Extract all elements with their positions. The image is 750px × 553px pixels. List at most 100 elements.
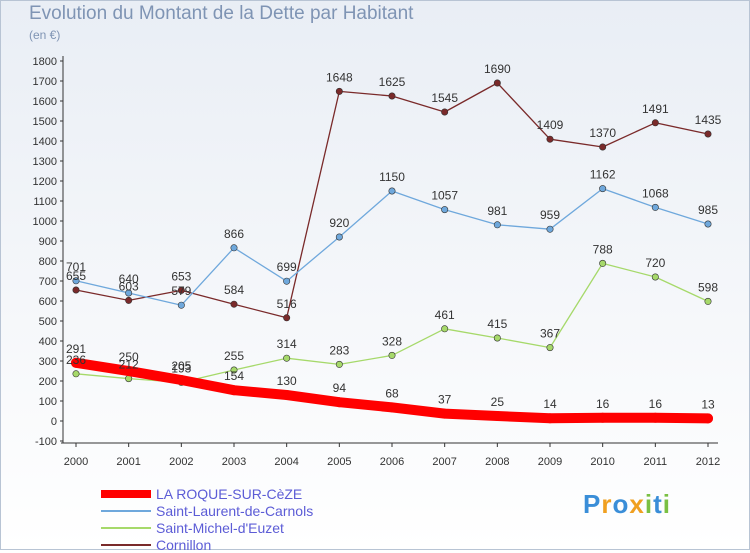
data-point (597, 412, 608, 423)
logo-letter: P (583, 489, 602, 519)
data-point (546, 344, 554, 352)
y-tick-label: 1300 (33, 156, 57, 168)
data-label: 461 (435, 308, 455, 322)
data-point (546, 225, 554, 233)
data-label: 130 (277, 374, 297, 388)
data-point (125, 289, 133, 297)
data-point (703, 413, 713, 424)
data-label: 236 (66, 353, 86, 367)
legend-label: LA ROQUE-SUR-CèZE (156, 485, 303, 502)
data-label: 1162 (590, 168, 616, 182)
x-tick-label: 2008 (485, 456, 509, 468)
legend-swatch (101, 526, 151, 529)
data-point (387, 402, 397, 413)
data-label: 205 (171, 359, 191, 373)
data-label: 1690 (484, 62, 511, 76)
data-label: 720 (645, 256, 665, 270)
data-label: 193 (171, 361, 191, 375)
data-point (71, 357, 81, 368)
data-label: 1370 (589, 126, 616, 140)
y-tick-label: 1700 (33, 76, 57, 88)
data-point (704, 220, 712, 228)
data-label: 314 (277, 337, 297, 351)
data-point (651, 119, 659, 127)
y-tick-label: 600 (39, 296, 57, 308)
y-tick-label: -100 (35, 436, 57, 448)
data-label: 655 (66, 269, 86, 283)
y-tick-label: 300 (39, 356, 57, 368)
data-point (72, 277, 80, 285)
data-label: 154 (224, 369, 244, 383)
data-label: 1409 (537, 118, 564, 132)
data-point (492, 411, 503, 421)
y-tick-label: 1000 (33, 216, 57, 228)
data-point (704, 297, 712, 305)
data-point (388, 187, 396, 195)
data-point (229, 385, 239, 396)
data-label: 866 (224, 227, 244, 241)
legend-label: Saint-Michel-d'Euzet (156, 519, 284, 536)
y-tick-label: 1500 (33, 116, 57, 128)
legend-item: Saint-Michel-d'Euzet (101, 519, 313, 536)
data-point (176, 375, 187, 385)
x-tick-label: 2007 (432, 456, 456, 468)
data-point (123, 366, 134, 376)
y-tick-label: 200 (39, 376, 57, 388)
x-tick-label: 2011 (644, 456, 668, 468)
data-label: 1435 (695, 113, 722, 127)
data-label: 13 (701, 397, 715, 411)
x-tick-label: 2006 (380, 456, 404, 468)
proxiti-logo: Proxiti (583, 489, 671, 520)
data-point (283, 314, 291, 322)
data-point (651, 273, 659, 281)
data-point (388, 351, 396, 359)
data-point (230, 244, 238, 252)
logo-letter: r (601, 489, 613, 519)
logo-letter: o (612, 489, 630, 519)
data-point (704, 130, 712, 138)
data-point (283, 354, 291, 362)
data-point (335, 233, 343, 241)
data-label: 579 (171, 284, 191, 298)
data-point (651, 203, 659, 211)
data-point (230, 366, 238, 374)
legend: LA ROQUE-SUR-CèZE Saint-Laurent-de-Carnol… (101, 485, 313, 553)
data-label: 291 (66, 342, 86, 356)
data-label: 94 (333, 381, 347, 395)
data-point (439, 408, 450, 419)
x-tick-label: 2000 (64, 456, 88, 468)
x-tick-label: 2005 (327, 456, 351, 468)
y-tick-label: 100 (39, 396, 57, 408)
x-tick-label: 2010 (590, 456, 614, 468)
data-label: 328 (382, 334, 402, 348)
data-point (546, 135, 554, 143)
y-tick-label: 1600 (33, 96, 57, 108)
y-tick-label: 400 (39, 336, 57, 348)
data-point (230, 300, 238, 308)
x-tick-label: 2004 (274, 456, 298, 468)
data-label: 1491 (642, 102, 669, 116)
data-point (335, 360, 343, 368)
data-label: 14 (543, 397, 557, 411)
data-label: 25 (491, 395, 505, 409)
data-label: 603 (119, 279, 139, 293)
data-label: 701 (66, 260, 86, 274)
data-point (283, 277, 291, 285)
data-point (281, 390, 292, 400)
data-point (334, 397, 345, 408)
data-label: 985 (698, 203, 718, 217)
legend-item: LA ROQUE-SUR-CèZE (101, 485, 313, 502)
x-tick-label: 2012 (696, 456, 720, 468)
data-point (599, 185, 607, 193)
data-label: 37 (438, 393, 452, 407)
data-label: 250 (119, 350, 139, 364)
data-label: 959 (540, 208, 560, 222)
data-label: 653 (171, 269, 191, 283)
data-point (650, 412, 661, 423)
data-point (335, 87, 343, 95)
legend-label: Cornillon (156, 536, 212, 553)
logo-letter: t (653, 489, 663, 519)
y-tick-label: 1800 (33, 56, 57, 68)
data-label: 920 (329, 216, 349, 230)
x-tick-label: 2009 (538, 456, 562, 468)
